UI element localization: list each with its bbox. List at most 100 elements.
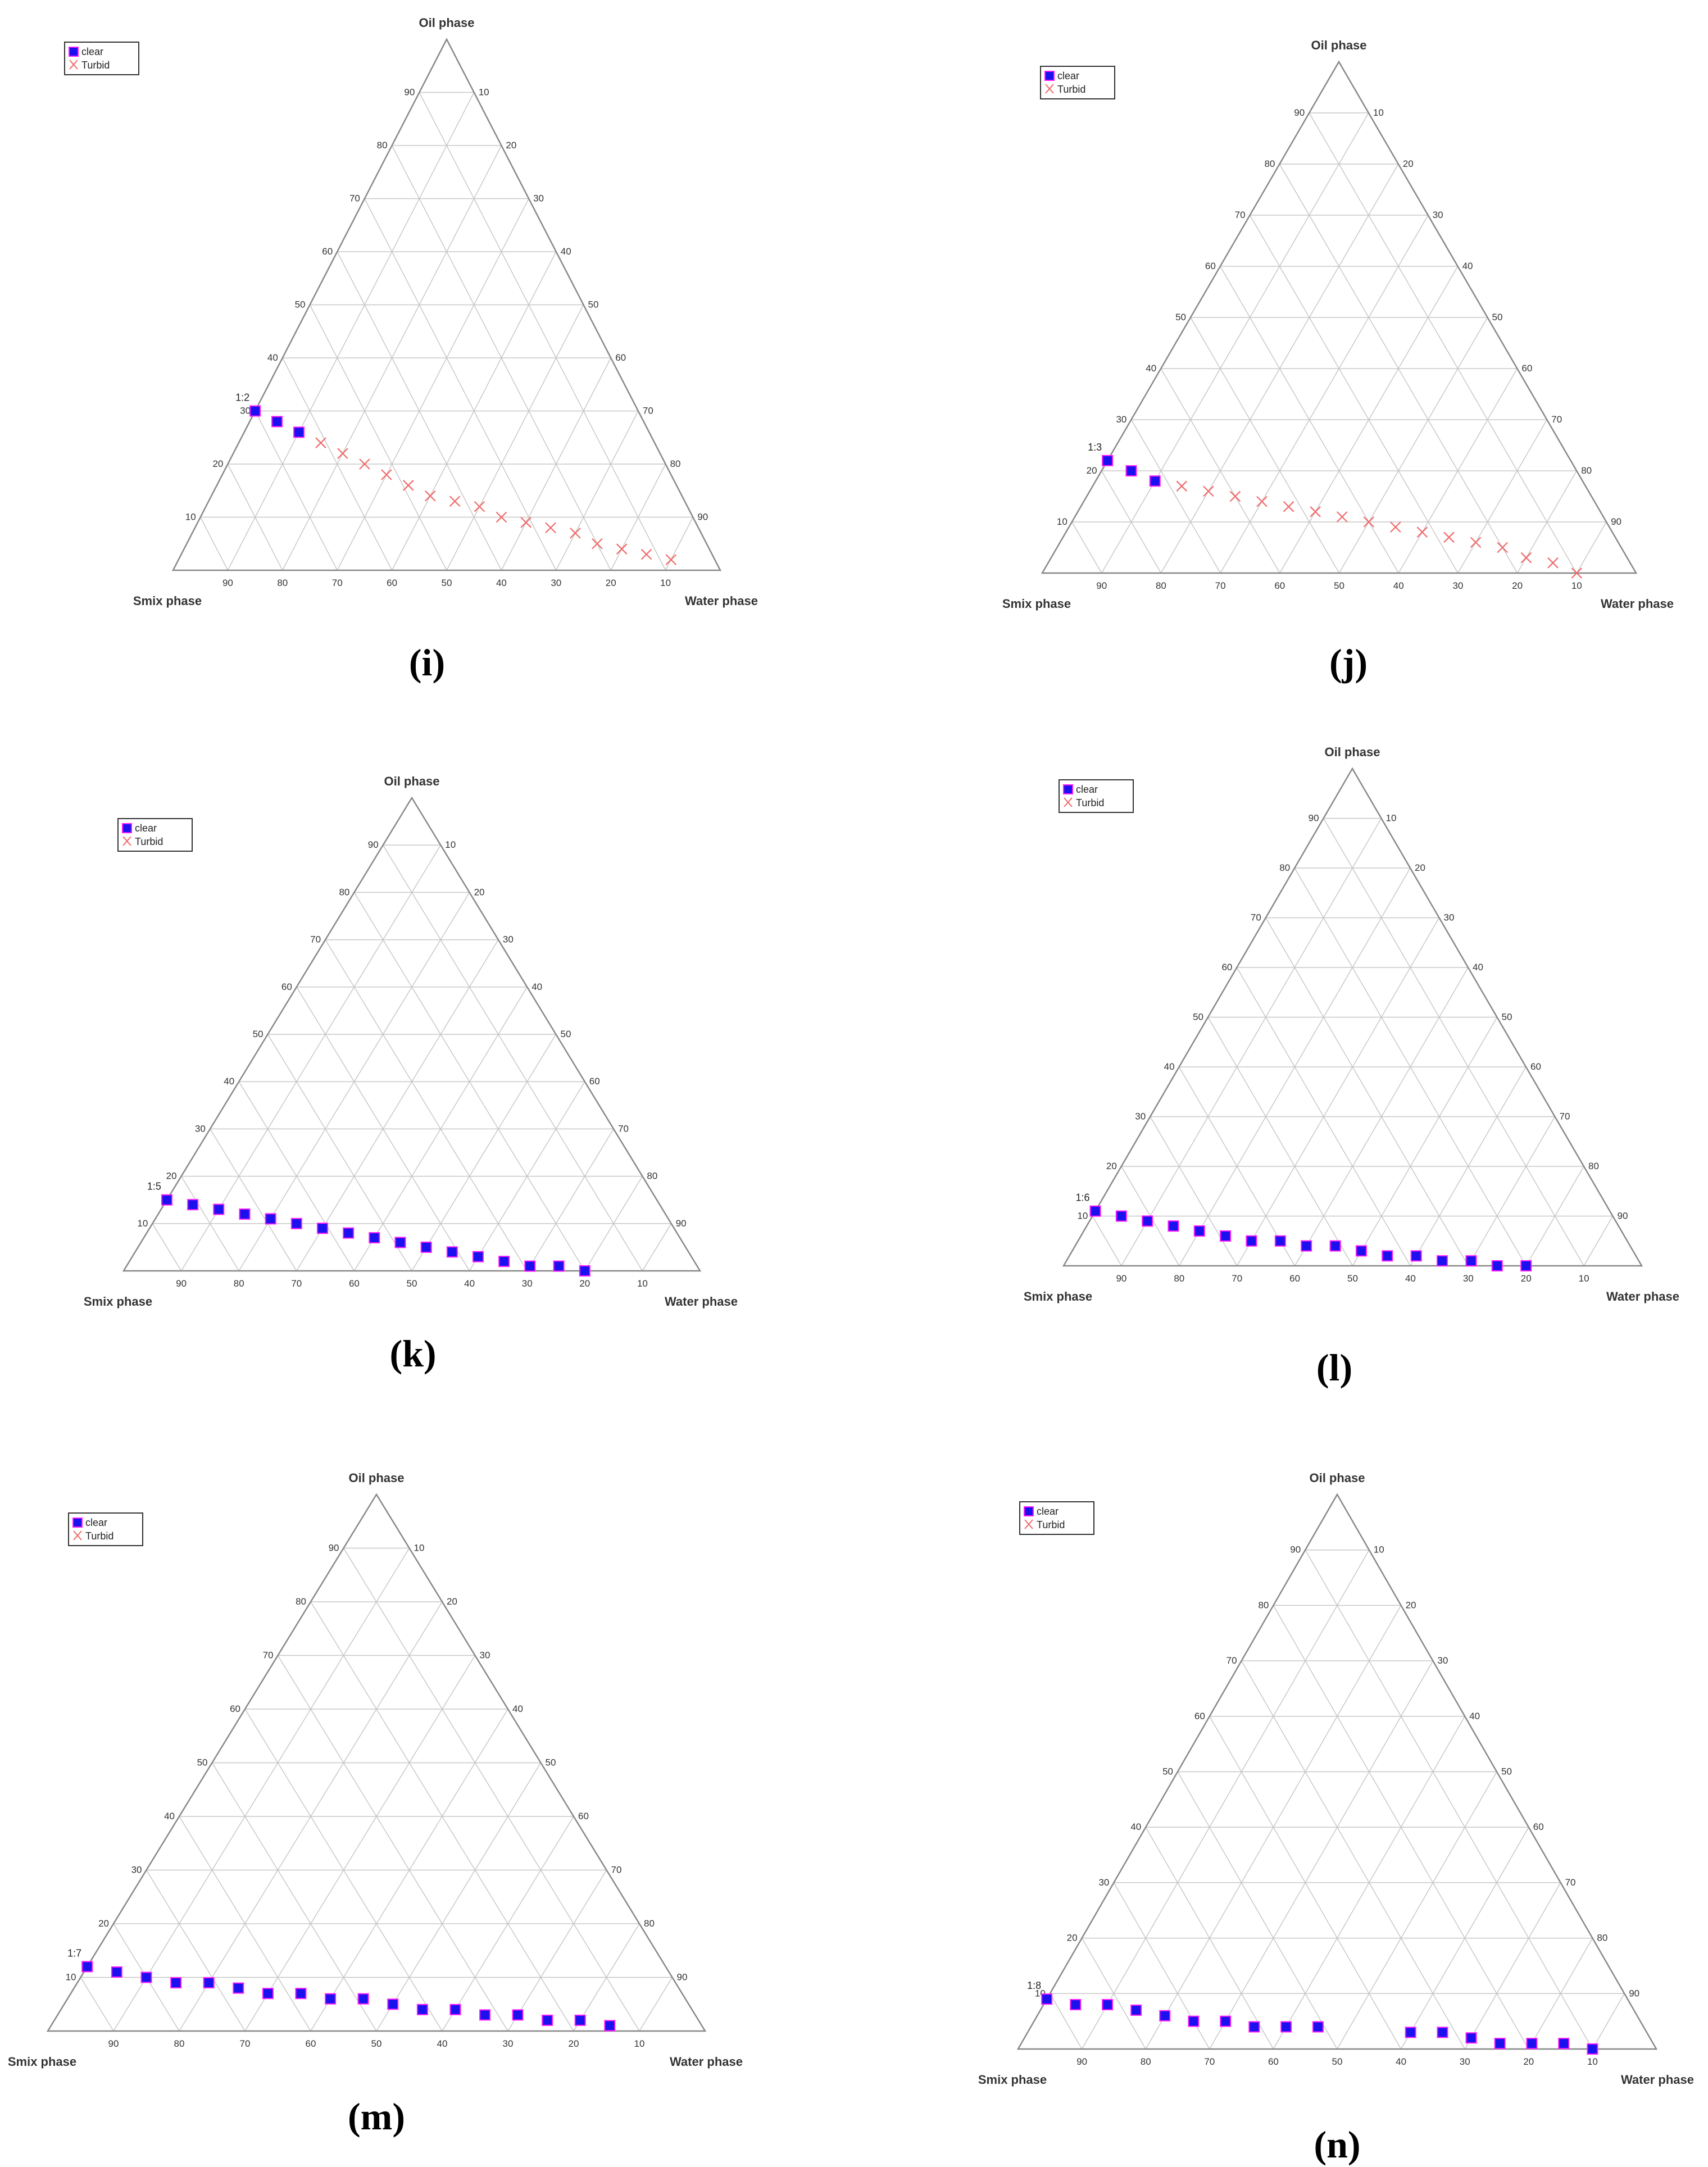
- point-clear: [1382, 1250, 1393, 1262]
- tick-label-left: 20: [212, 458, 223, 469]
- tick-label-left: 80: [296, 1596, 306, 1607]
- triangle-frame: [1016, 1493, 1658, 2050]
- point-turbid: [616, 543, 628, 555]
- tick-label-bottom: 30: [551, 578, 561, 588]
- tick-label-left: 40: [267, 352, 278, 363]
- point-clear: [1193, 1225, 1205, 1237]
- gridline: [442, 1816, 574, 2032]
- axis-label-oil: Oil phase: [419, 16, 474, 30]
- point-turbid: [640, 548, 652, 560]
- gridline: [610, 464, 666, 571]
- gridline: [1050, 1993, 1083, 2050]
- triangle-frame: [1041, 60, 1638, 574]
- tick-label-bottom: 80: [1156, 580, 1166, 591]
- gridline: [1305, 1550, 1593, 2050]
- gridline: [227, 92, 475, 571]
- tick-label-left: 50: [295, 299, 306, 310]
- point-clear: [1410, 1250, 1422, 1262]
- tick-label-bottom: 80: [234, 1278, 244, 1289]
- tick-label-right: 80: [670, 458, 681, 469]
- tick-label-left: 60: [281, 982, 292, 992]
- ternary-plot-3: 10 10 10 20 20 20 30 30 30 40 40 40 50 50 50 60 60 60 70 70…: [84, 774, 738, 1309]
- ratio-label: 1:8: [1027, 1980, 1041, 1991]
- gridline: [80, 1977, 114, 2032]
- tick-label-right: 50: [561, 1029, 571, 1039]
- gridline: [1576, 521, 1607, 574]
- tick-label-bottom: 10: [634, 2038, 645, 2049]
- tick-label-right: 10: [414, 1543, 425, 1553]
- tick-label-bottom: 40: [496, 578, 507, 588]
- point-clear: [1149, 475, 1161, 487]
- point-turbid: [1571, 567, 1583, 579]
- gridline: [227, 464, 283, 571]
- point-clear: [1220, 1230, 1232, 1242]
- gridline: [1177, 1771, 1338, 2050]
- tick-label-bottom: 60: [349, 1278, 360, 1289]
- panel-caption-m: (m): [348, 2095, 405, 2138]
- point-turbid: [592, 538, 603, 549]
- tick-label-right: 20: [474, 887, 485, 897]
- tick-label-right: 20: [447, 1596, 457, 1607]
- tick-label-left: 30: [1135, 1111, 1146, 1122]
- tick-label-left: 80: [1279, 862, 1290, 873]
- point-clear: [213, 1203, 225, 1215]
- tick-label-bottom: 30: [522, 1278, 533, 1289]
- gridline: [1145, 1827, 1274, 2050]
- tick-label-left: 70: [1251, 912, 1261, 923]
- gridline: [277, 1655, 508, 2032]
- gridline: [1071, 521, 1102, 574]
- tick-label-left: 80: [1264, 158, 1275, 169]
- point-clear: [161, 1194, 172, 1206]
- point-clear: [1188, 2015, 1200, 2027]
- panel-caption-l: (l): [1316, 1346, 1352, 1389]
- tick-label-left: 90: [1309, 813, 1319, 824]
- legend-clear-label: clear: [85, 1517, 107, 1528]
- tick-label-left: 50: [1193, 1012, 1203, 1023]
- point-clear: [1437, 2027, 1448, 2038]
- tick-label-right: 50: [588, 299, 599, 310]
- point-turbid: [337, 448, 348, 459]
- tick-label-bottom: 90: [1116, 1273, 1126, 1284]
- tick-label-bottom: 70: [240, 2038, 251, 2049]
- tick-label-bottom: 40: [1396, 2056, 1406, 2067]
- gridline: [411, 1034, 557, 1271]
- point-clear: [1159, 2010, 1171, 2021]
- point-clear: [1274, 1235, 1286, 1247]
- tick-label-bottom: 30: [1463, 1273, 1474, 1284]
- tick-label-bottom: 10: [1571, 580, 1582, 591]
- gridline: [325, 939, 528, 1271]
- axis-label-water: Water phase: [1621, 2073, 1694, 2087]
- gridline: [573, 1923, 640, 2032]
- gridline: [1265, 917, 1469, 1266]
- point-clear: [512, 2009, 524, 2021]
- tick-label-right: 40: [1462, 261, 1473, 271]
- point-clear: [574, 2014, 586, 2026]
- tick-label-left: 80: [377, 140, 388, 151]
- legend-turbid-label: Turbid: [1057, 84, 1085, 95]
- gridline: [146, 1870, 246, 2032]
- gridline: [642, 1223, 672, 1271]
- tick-label-left: 80: [1258, 1600, 1269, 1610]
- tick-label-bottom: 40: [437, 2038, 448, 2049]
- tick-label-left: 70: [1235, 210, 1246, 220]
- gridline: [238, 1081, 355, 1271]
- gridline: [282, 357, 393, 571]
- gridline: [1457, 419, 1547, 574]
- ratio-label: 1:2: [235, 392, 249, 403]
- gridline: [1400, 1827, 1529, 2050]
- gridline: [1130, 419, 1221, 574]
- legend-turbid-swatch: [73, 1530, 82, 1541]
- tick-label-left: 90: [1290, 1544, 1301, 1555]
- ternary-plot-1: 10 10 10 20 20 20 30 30 30 40 40 40 50 50 50 60 60 60 70 70…: [64, 16, 758, 608]
- tick-label-bottom: 50: [1332, 2056, 1343, 2067]
- gridline: [446, 305, 584, 571]
- gridline: [419, 92, 666, 571]
- triangle-frame: [46, 1493, 707, 2032]
- point-clear: [1125, 465, 1137, 476]
- tick-label-right: 60: [1521, 363, 1532, 374]
- tick-label-bottom: 60: [387, 578, 397, 588]
- tick-label-right: 30: [503, 934, 514, 945]
- point-clear: [416, 2004, 428, 2015]
- point-turbid: [1229, 490, 1241, 502]
